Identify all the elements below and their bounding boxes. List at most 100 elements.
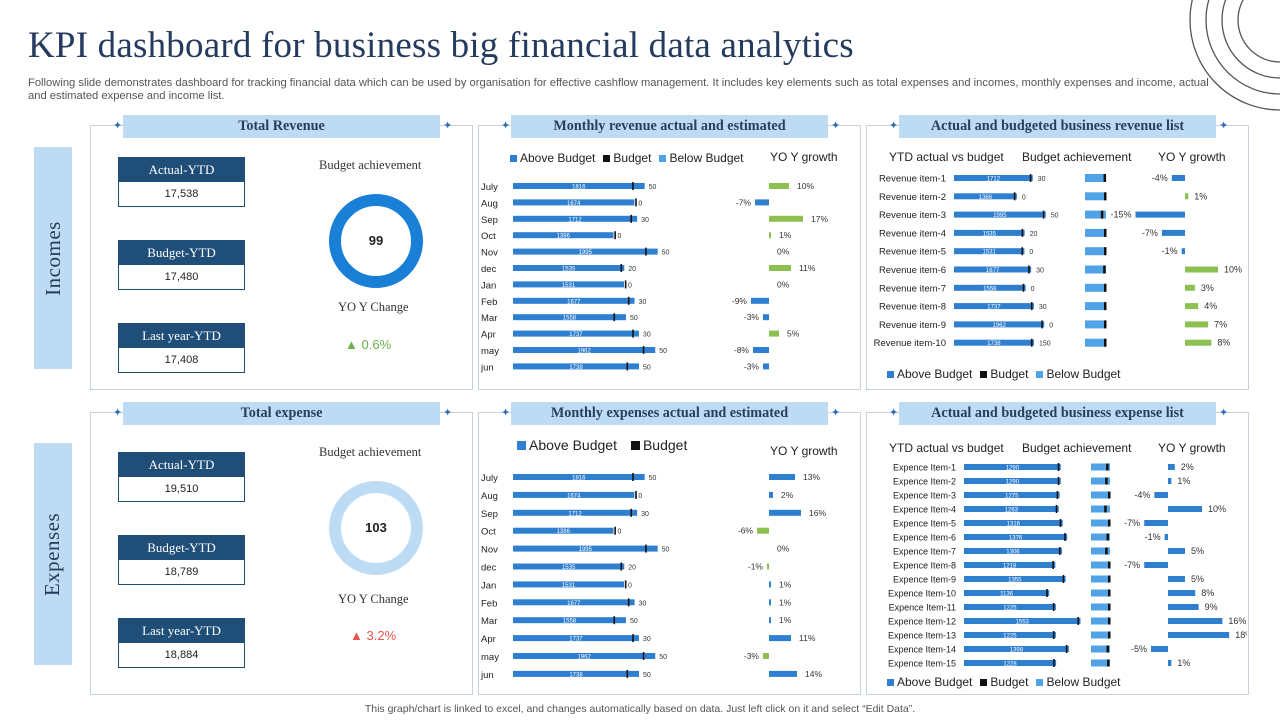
budget-marker — [1021, 247, 1024, 256]
growth-label: 8% — [1201, 588, 1214, 598]
expense-gauge: 103 — [329, 481, 423, 575]
actual-bar — [954, 229, 1025, 236]
growth-bar — [1168, 506, 1202, 512]
growth-bar — [763, 653, 769, 659]
growth-bar — [769, 509, 801, 516]
bar-value-label: 1531 — [562, 583, 576, 589]
budget-marker — [1058, 547, 1061, 555]
month-label: Nov — [481, 248, 498, 259]
item-label: Expence Item-8 — [893, 561, 956, 571]
growth-label: -6% — [738, 526, 754, 536]
growth-bar — [1168, 548, 1185, 554]
actual-bar — [954, 175, 1033, 181]
month-label: Feb — [481, 297, 497, 308]
budget-marker — [1013, 192, 1016, 201]
growth-label: 2% — [781, 490, 794, 500]
budget-marker — [1028, 265, 1030, 274]
growth-label: -9% — [732, 296, 748, 306]
growth-label: -5% — [1131, 644, 1147, 654]
month-label: Oct — [481, 231, 496, 242]
bar-value-label: 1558 — [983, 286, 997, 292]
item-label: Revenue item-8 — [879, 302, 946, 313]
actual-bar — [513, 215, 638, 222]
budget-marker — [1029, 174, 1032, 182]
achievement-bg — [1091, 617, 1110, 625]
item-label: Expence Item-2 — [893, 477, 956, 487]
sparkle-icon: ✦ — [113, 407, 123, 419]
growth-bar — [1185, 339, 1212, 346]
achievement-bg — [1091, 645, 1110, 653]
growth-label: 5% — [1191, 574, 1204, 584]
actual-bar — [513, 248, 658, 255]
item-label: Revenue item-3 — [879, 210, 946, 221]
difference-label: 50 — [649, 475, 657, 482]
budget-marker — [1057, 477, 1060, 485]
achievement-marker — [1104, 247, 1107, 256]
achievement-marker — [1105, 477, 1108, 485]
budget-achievement-label: Budget achievement — [319, 158, 422, 172]
month-label: jun — [480, 670, 494, 681]
growth-bar — [1185, 321, 1209, 328]
budget-marker — [1062, 575, 1065, 583]
growth-bar — [1185, 303, 1199, 310]
actual-bar — [513, 265, 625, 271]
difference-label: 30 — [639, 600, 647, 607]
actual-bar — [964, 590, 1050, 596]
item-label: Expence Item-10 — [888, 589, 956, 599]
sparkle-icon: ✦ — [501, 120, 511, 132]
growth-bar — [769, 617, 771, 624]
bar-value-label: 1995 — [579, 547, 593, 553]
revenue-gauge: 99 — [329, 194, 423, 288]
item-label: Expence Item-1 — [893, 463, 956, 473]
bar-value-label: 1228 — [1003, 662, 1017, 668]
monthly-expenses-header: Monthly expenses actual and estimated — [511, 402, 828, 425]
growth-bar — [767, 563, 769, 570]
budget-marker — [630, 508, 633, 517]
growth-bar — [1144, 562, 1168, 568]
growth-bar — [1164, 534, 1168, 540]
growth-label: 9% — [1205, 602, 1218, 612]
growth-label: 10% — [1208, 504, 1226, 514]
month-label: Mar — [481, 313, 497, 324]
growth-label: 5% — [787, 329, 800, 339]
yoy-change-label: YO Y Change — [338, 592, 409, 606]
difference-label: 20 — [628, 266, 636, 273]
growth-label: -3% — [744, 312, 760, 322]
kpi-budget-ytd: Budget-YTD 18,789 — [118, 535, 245, 585]
bar-value-label: 1136 — [1000, 592, 1014, 598]
kpi-actual-ytd: Actual-YTD 17,538 — [118, 157, 245, 207]
budget-marker — [1056, 491, 1059, 499]
expenses-side-label: Expenses — [34, 443, 72, 665]
budget-marker — [1042, 210, 1045, 219]
actual-bar — [513, 563, 625, 570]
achievement-marker — [1104, 338, 1107, 347]
sparkle-icon: ✦ — [889, 120, 899, 132]
sparkle-icon: ✦ — [889, 407, 899, 419]
achievement-bg — [1085, 265, 1106, 274]
difference-label: 30 — [1039, 304, 1047, 311]
growth-label: 0% — [777, 279, 790, 289]
actual-bar — [954, 321, 1045, 328]
month-label: Oct — [481, 527, 496, 538]
bar-value-label: 1366 — [979, 195, 993, 201]
month-label: jun — [480, 362, 494, 373]
item-label: Revenue item-2 — [879, 192, 946, 203]
budget-marker — [635, 490, 637, 499]
achievement-bg — [1091, 491, 1110, 499]
bar-value-label: 1558 — [563, 619, 577, 625]
achievement-marker — [1104, 320, 1107, 329]
item-label: Revenue item-10 — [874, 338, 946, 349]
achievement-marker — [1108, 603, 1111, 611]
achievement-marker — [1104, 505, 1107, 513]
growth-bar — [1185, 266, 1218, 273]
difference-label: 50 — [643, 364, 651, 371]
achievement-bg — [1085, 174, 1106, 182]
actual-bar — [964, 478, 1061, 484]
expense-list-legend: Above Budget Budget Below Budget — [887, 675, 1121, 689]
month-label: may — [481, 652, 499, 663]
sparkle-icon: ✦ — [443, 120, 453, 132]
bar-value-label: 1535 — [983, 231, 997, 237]
actual-bar — [964, 562, 1056, 568]
month-label: Jan — [481, 580, 496, 591]
budget-marker — [627, 296, 630, 305]
